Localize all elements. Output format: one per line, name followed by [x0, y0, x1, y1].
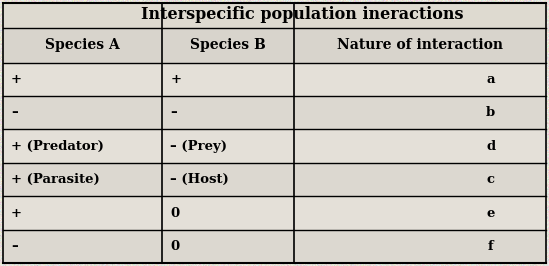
Text: Nature of interaction: Nature of interaction	[337, 38, 503, 52]
Text: +: +	[170, 73, 181, 86]
Bar	[3, 63, 546, 96]
Text: b: b	[486, 106, 495, 119]
Text: Interspecific population ineractions: Interspecific population ineractions	[141, 6, 463, 23]
Bar	[3, 163, 546, 196]
Text: 0: 0	[170, 207, 180, 220]
Bar	[3, 130, 546, 163]
Text: d: d	[486, 140, 495, 153]
Text: + (Parasite): + (Parasite)	[11, 173, 100, 186]
Text: 0: 0	[170, 240, 180, 253]
Text: –: –	[170, 106, 177, 119]
Text: –: –	[11, 106, 18, 119]
Text: c: c	[487, 173, 495, 186]
Text: a: a	[486, 73, 495, 86]
Text: Species B: Species B	[190, 38, 266, 52]
Text: + (Predator): + (Predator)	[11, 140, 104, 153]
Text: e: e	[486, 207, 495, 220]
Bar	[3, 96, 546, 130]
Bar	[3, 230, 546, 263]
Text: f: f	[488, 240, 494, 253]
Text: Species A: Species A	[45, 38, 120, 52]
Text: – (Prey): – (Prey)	[170, 140, 227, 153]
Text: +: +	[11, 73, 22, 86]
Bar	[3, 196, 546, 230]
Text: –: –	[11, 240, 18, 253]
Text: +: +	[11, 207, 22, 220]
Bar	[3, 28, 546, 63]
Text: – (Host): – (Host)	[170, 173, 229, 186]
Bar	[3, 3, 546, 28]
